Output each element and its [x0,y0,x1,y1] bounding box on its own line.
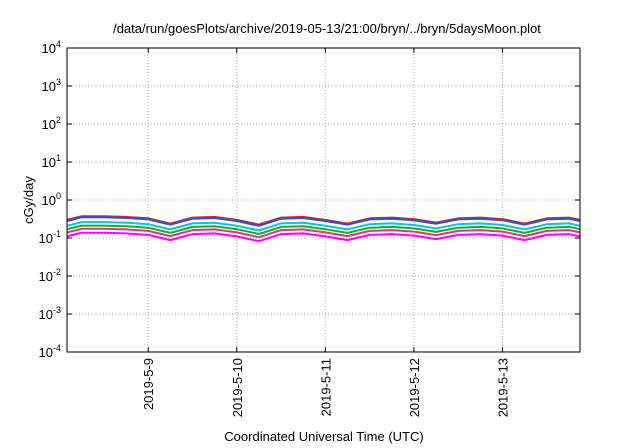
y-tick-label: 102 [42,115,61,132]
series-line-5 [66,231,581,243]
x-axis-label: Coordinated Universal Time (UTC) [224,429,423,444]
plot-frame [66,47,581,353]
grid [67,48,580,352]
x-tick-label: 2019-5-9 [141,358,156,410]
series-line-3 [66,224,581,235]
y-tick-label: 104 [42,39,61,56]
series-line-2 [66,221,581,232]
y-tick-label: 10-1 [39,229,61,246]
y-axis: 104 103 102 101 100 10-1 10-2 10-3 10-4 [39,39,580,360]
x-tick-label: 2019-5-12 [407,358,422,417]
x-tick-label: 2019-5-11 [318,358,333,416]
y-tick-label: 101 [42,153,61,170]
series-line-4 [66,227,581,239]
y-tick-label: 10-4 [39,343,61,360]
series-line-1 [66,216,581,227]
chart-title: /data/run/goesPlots/archive/2019-05-13/2… [113,21,541,36]
x-axis: 2019-5-9 2019-5-10 2019-5-11 2019-5-12 2019-… [141,48,510,417]
y-tick-label: 103 [42,77,61,94]
y-tick-label: 10-3 [39,305,61,322]
x-tick-label: 2019-5-13 [495,358,510,417]
series-layer [66,215,581,243]
series-line-0 [66,215,581,226]
x-tick-label: 2019-5-10 [230,358,245,417]
y-axis-label: cGy/day [21,176,36,224]
y-tick-label: 10-2 [39,267,61,284]
y-tick-label: 100 [42,191,61,208]
